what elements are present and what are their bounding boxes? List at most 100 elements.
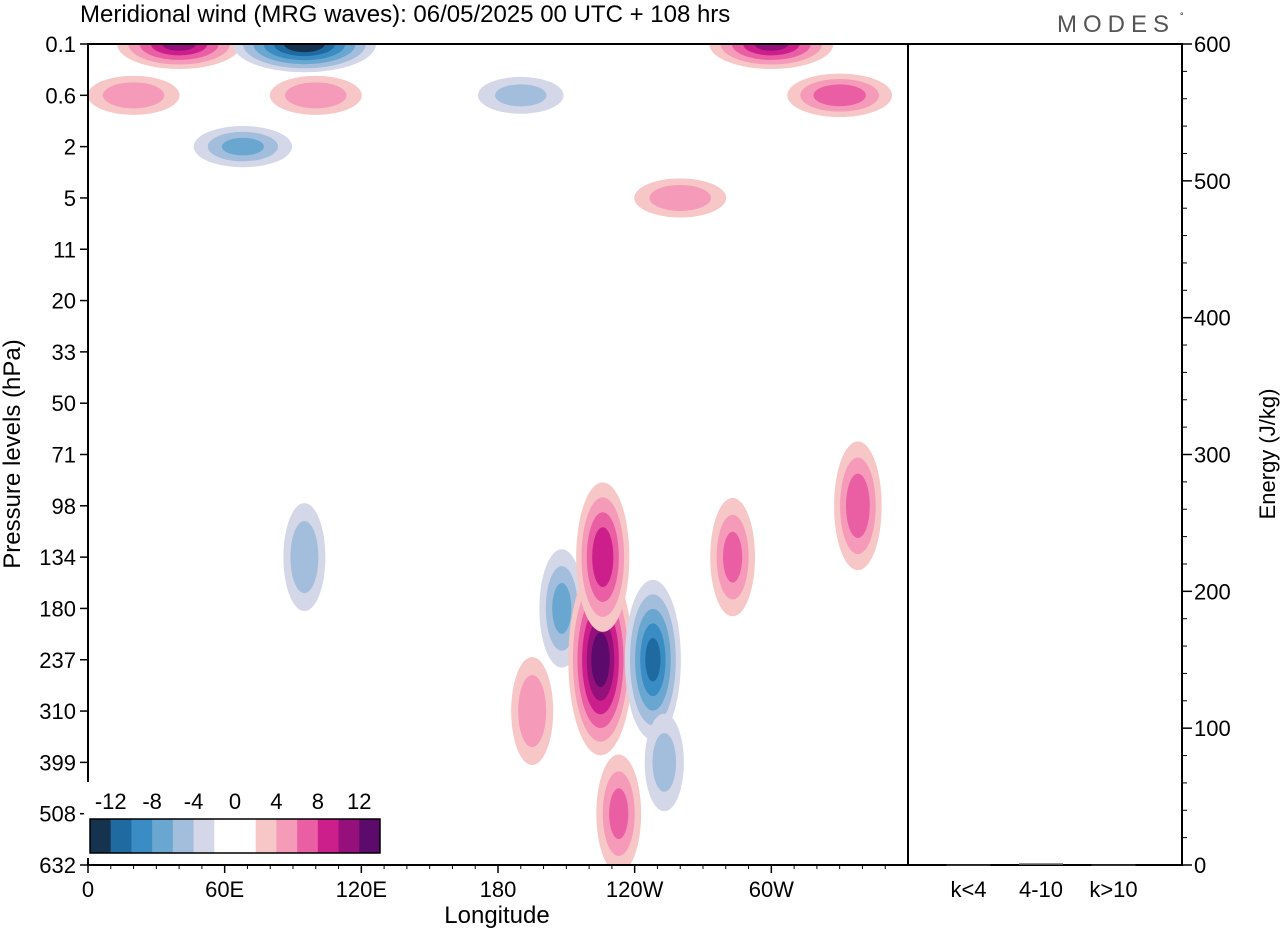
wind-feature xyxy=(787,73,893,118)
colorbar-label: -4 xyxy=(184,789,204,814)
colorbar-swatch xyxy=(110,819,132,853)
wind-feature xyxy=(709,44,834,69)
energy-tick-label: 200 xyxy=(1194,579,1231,604)
energy-bar xyxy=(1091,864,1136,866)
y-axis-title: Pressure levels (hPa) xyxy=(0,339,26,568)
contour-band xyxy=(609,788,629,840)
y-tick-label: 71 xyxy=(52,443,76,468)
colorbar-label: 12 xyxy=(347,789,371,814)
y-tick-label: 0.6 xyxy=(45,83,76,108)
x-tick-label: 120E xyxy=(336,877,387,902)
colorbar-label: 0 xyxy=(229,789,241,814)
wind-feature xyxy=(596,754,642,865)
colorbar-swatch xyxy=(193,819,215,853)
colorbar-swatch xyxy=(317,819,340,853)
wind-feature xyxy=(624,579,681,740)
energy-tick-label: 400 xyxy=(1194,306,1231,331)
energy-tick-label: 500 xyxy=(1194,169,1231,194)
contour-band xyxy=(290,521,319,594)
y-tick-label: 180 xyxy=(39,596,76,621)
colorbar-label: -8 xyxy=(142,789,162,814)
energy-axis: 0 100 200 300 400 500 600 xyxy=(1182,32,1231,878)
energy-category-label: k<4 xyxy=(950,877,986,902)
contour-band xyxy=(723,531,743,583)
wind-feature xyxy=(644,713,684,812)
contour-band xyxy=(845,473,870,539)
wind-field xyxy=(88,44,893,865)
colorbar-frame xyxy=(89,818,381,854)
contour-band xyxy=(552,583,572,634)
x-tick-label: 120W xyxy=(606,877,664,902)
x-axis-title: Longitude xyxy=(444,902,549,929)
contour-band xyxy=(495,84,547,107)
wind-feature xyxy=(477,76,564,114)
colorbar-label: 8 xyxy=(312,789,324,814)
contour-band xyxy=(102,82,165,109)
plot-frame xyxy=(87,43,909,866)
energy-tick-label: 600 xyxy=(1194,32,1231,57)
y-tick-label: 508 xyxy=(39,802,76,827)
contour-band xyxy=(162,44,197,51)
colorbar-label: 4 xyxy=(270,789,282,814)
wind-feature xyxy=(710,497,756,617)
y-tick-label: 310 xyxy=(39,699,76,724)
x-tick-label: 180 xyxy=(480,877,517,902)
contour-band xyxy=(645,637,661,682)
y-tick-label: 0.1 xyxy=(45,32,76,57)
contour-band xyxy=(813,84,866,107)
contour-band xyxy=(652,733,677,792)
energy-tick-label: 0 xyxy=(1194,853,1206,878)
colorbar-swatch xyxy=(276,819,298,853)
energy-bar xyxy=(946,864,991,866)
y-tick-label: 632 xyxy=(39,853,76,878)
pressure-axis: 0.1 0.6 2 5 11 20 33 50 71 98 134 180 237 310 399 508 63… xyxy=(39,32,88,878)
x-tick-label: 60W xyxy=(749,877,794,902)
colorbar-swatch xyxy=(338,819,360,853)
colorbar-swatch xyxy=(90,819,112,853)
y-tick-label: 20 xyxy=(52,289,76,314)
wind-feature xyxy=(232,44,376,73)
energy-tick-label: 100 xyxy=(1194,716,1231,741)
contour-band xyxy=(518,675,547,748)
energy-tick-label: 300 xyxy=(1194,443,1231,468)
colorbar-swatch xyxy=(297,819,319,853)
energy-axis-title: Energy (J/kg) xyxy=(1255,389,1280,520)
x-tick-label: 0 xyxy=(82,877,94,902)
energy-frame xyxy=(907,43,1183,866)
energy-category-label: k>10 xyxy=(1089,877,1137,902)
y-tick-label: 399 xyxy=(39,750,76,775)
y-tick-label: 98 xyxy=(52,494,76,519)
wind-feature xyxy=(117,44,242,69)
x-tick-label: 60E xyxy=(205,877,244,902)
wind-feature xyxy=(634,178,727,218)
colorbar-swatch xyxy=(172,819,195,853)
energy-category-label: 4-10 xyxy=(1019,877,1063,902)
colorbar-label: -12 xyxy=(95,789,127,814)
wind-feature xyxy=(88,75,180,115)
chart-title: Meridional wind (MRG waves): 06/05/2025 … xyxy=(80,1,730,28)
colorbar-swatch xyxy=(235,819,257,853)
contour-band xyxy=(221,137,264,156)
contour-band xyxy=(285,82,347,109)
y-tick-label: 2 xyxy=(64,135,76,160)
y-tick-label: 5 xyxy=(64,186,76,211)
modes-logo: MODES xyxy=(1057,11,1175,38)
modes-logo-mark: ° xyxy=(1180,11,1184,21)
longitude-axis: 0 60E 120E 180 120W 60W xyxy=(82,865,886,902)
colorbar-swatch xyxy=(255,819,277,853)
energy-bar xyxy=(1019,863,1063,865)
colorbar-swatch xyxy=(131,819,153,853)
wind-feature xyxy=(283,503,326,612)
contour-band xyxy=(592,527,614,588)
energy-bars: k<4 4-10 k>10 xyxy=(946,863,1138,902)
colorbar: -12 -8 -4 0 4 8 12 xyxy=(84,782,386,858)
wind-feature xyxy=(834,441,882,571)
wind-feature xyxy=(511,657,554,766)
contour-band xyxy=(283,44,325,53)
colorbar-swatch xyxy=(214,819,236,853)
y-tick-label: 50 xyxy=(52,391,76,416)
contour-band xyxy=(591,632,610,688)
colorbar-swatch xyxy=(152,819,174,853)
y-tick-label: 237 xyxy=(39,648,76,673)
